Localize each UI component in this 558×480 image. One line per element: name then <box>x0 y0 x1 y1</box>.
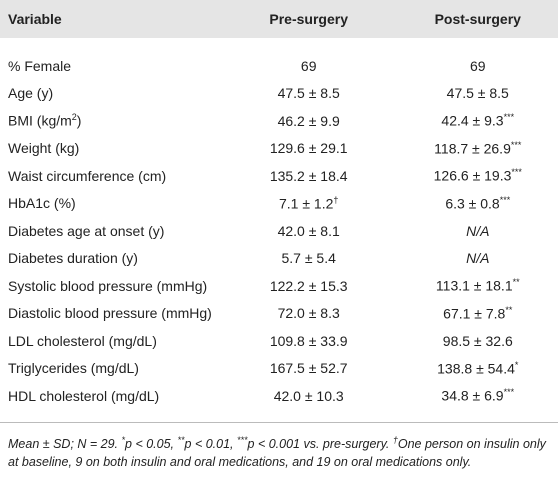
table-cell: N/A <box>398 245 558 273</box>
table-cell: 7.1 ± 1.2† <box>220 190 398 218</box>
table-cell: 129.6 ± 29.1 <box>269 140 348 157</box>
header-row: Variable Pre-surgery Post-surgery <box>0 0 558 38</box>
table-cell: 5.7 ± 5.4 <box>281 250 336 267</box>
footnote-mark: *** <box>237 434 248 445</box>
header-cell: Post-surgery <box>434 11 521 27</box>
header-cell: Variable <box>8 11 62 27</box>
cell-text: BMI (kg/m <box>8 113 72 130</box>
table-cell: 138.8 ± 54.4* <box>398 355 558 383</box>
table-cell: 135.2 ± 18.4 <box>269 167 348 184</box>
table-cell: 42.0 ± 8.1 <box>277 222 340 239</box>
table-row: Diabetes duration (y) 5.7 ± 5.4 N/A <box>0 245 558 273</box>
table-cell: Age (y) <box>8 85 54 102</box>
table-cell: 118.7 ± 26.9*** <box>398 135 558 163</box>
table-cell: BMI (kg/m2) <box>0 107 220 135</box>
table-cell: Diabetes duration (y) <box>8 250 138 267</box>
cell-text: 126.6 ± 19.3 <box>433 168 512 185</box>
cell-text: 113.1 ± 18.1 <box>435 278 513 295</box>
table-cell: 126.6 ± 19.3*** <box>398 162 558 190</box>
table-cell: 67.1 ± 7.8** <box>398 300 558 328</box>
header-cell: Pre-surgery <box>269 11 348 27</box>
cell-text: 7.1 ± 1.2 <box>278 195 334 212</box>
table-cell: % Female <box>8 57 72 74</box>
footnote-text: Mean ± SD; N = 29. <box>8 436 122 451</box>
superscript: *** <box>499 194 511 205</box>
table-cell: 46.2 ± 9.9 <box>277 112 340 129</box>
table-cell: 42.4 ± 9.3*** <box>398 107 558 135</box>
table-row: HDL cholesterol (mg/dL) 42.0 ± 10.3 34.8 ±… <box>0 382 558 420</box>
table-row: Age (y) 47.5 ± 8.5 47.5 ± 8.5 <box>0 80 558 108</box>
table-cell: HbA1c (%) <box>8 195 76 212</box>
table-cell: N/A <box>398 217 558 245</box>
table-header: Variable Pre-surgery Post-surgery <box>0 0 558 38</box>
table-cell: 69 <box>300 57 317 74</box>
table-cell: 6.3 ± 0.8*** <box>398 190 558 218</box>
table-row: Diabetes age at onset (y) 42.0 ± 8.1 N/A <box>0 217 558 245</box>
cell-text: 67.1 ± 7.8 <box>443 305 506 322</box>
table-row: Diastolic blood pressure (mmHg) 72.0 ± 8.… <box>0 300 558 328</box>
table-cell: Weight (kg) <box>8 140 80 157</box>
table-cell: Waist circumference (cm) <box>8 167 167 184</box>
table-row: HbA1c (%) 7.1 ± 1.2† 6.3 ± 0.8*** <box>0 190 558 218</box>
footnote-text: One person on insulin only at baseline, … <box>8 436 546 469</box>
superscript: *** <box>510 139 522 150</box>
cell-text: 6.3 ± 0.8 <box>445 195 500 212</box>
table-row: Triglycerides (mg/dL) 167.5 ± 52.7 138.8 ±… <box>0 355 558 383</box>
table-cell: Systolic blood pressure (mmHg) <box>8 277 208 294</box>
table-row: Waist circumference (cm) 135.2 ± 18.4 126.… <box>0 162 558 190</box>
cell-text: N/A <box>466 250 490 267</box>
table-row: % Female 69 69 <box>0 38 558 80</box>
table-cell: 167.5 ± 52.7 <box>269 360 348 377</box>
cell-text: 34.8 ± 6.9 <box>441 388 504 405</box>
table-body: % Female 69 69 Age (y) 47.5 ± 8.5 47.5 ± 8.5 B… <box>0 38 558 420</box>
table-cell: LDL cholesterol (mg/dL) <box>8 332 157 349</box>
table-row: Systolic blood pressure (mmHg) 122.2 ± 15… <box>0 272 558 300</box>
table-cell: 69 <box>469 57 486 74</box>
footnote: Mean ± SD; N = 29. *p < 0.05, **p < 0.01… <box>0 423 558 471</box>
table-row: BMI (kg/m2) 46.2 ± 9.9 42.4 ± 9.3*** <box>0 107 558 135</box>
footnote-mark: ** <box>177 434 185 445</box>
table-cell: 34.8 ± 6.9*** <box>398 382 558 420</box>
table-cell: 113.1 ± 18.1** <box>398 272 558 300</box>
table-cell: Diastolic blood pressure (mmHg) <box>8 305 212 322</box>
superscript: *** <box>511 167 522 178</box>
table-row: Weight (kg) 129.6 ± 29.1 118.7 ± 26.9*** <box>0 135 558 163</box>
table-cell: 47.5 ± 8.5 <box>446 85 509 102</box>
bottom-rule <box>0 421 558 423</box>
superscript: ** <box>512 277 520 288</box>
footnote-mark: * <box>121 434 126 445</box>
superscript: *** <box>503 112 515 123</box>
superscript: *** <box>503 387 515 398</box>
superscript: * <box>514 359 519 370</box>
cell-text: ) <box>76 113 82 130</box>
superscript: † <box>333 194 339 205</box>
table-cell: HDL cholesterol (mg/dL) <box>8 387 160 404</box>
table-cell: 47.5 ± 8.5 <box>277 85 340 102</box>
data-table: Variable Pre-surgery Post-surgery % Fema… <box>0 0 558 420</box>
table-cell: 98.5 ± 32.6 <box>442 332 513 349</box>
cell-text: N/A <box>466 222 490 239</box>
table-cell: 109.8 ± 33.9 <box>269 332 348 349</box>
table-cell: 122.2 ± 15.3 <box>269 277 348 294</box>
table-cell: Diabetes age at onset (y) <box>8 222 165 239</box>
footnote-mark: † <box>392 434 398 445</box>
cell-text: 42.4 ± 9.3 <box>441 113 504 130</box>
footnote-text: p < 0.01, <box>184 436 238 451</box>
cell-text: 138.8 ± 54.4 <box>437 360 515 377</box>
table-row: LDL cholesterol (mg/dL) 109.8 ± 33.9 98.5 … <box>0 327 558 355</box>
superscript: 2 <box>71 112 77 123</box>
footnote-text: p < 0.001 vs. pre-surgery. <box>247 436 393 451</box>
table-cell: Triglycerides (mg/dL) <box>8 360 139 377</box>
footnote-text: p < 0.05, <box>125 436 178 451</box>
table-cell: 42.0 ± 10.3 <box>273 387 344 404</box>
cell-text: 118.7 ± 26.9 <box>434 140 511 157</box>
table-cell: 72.0 ± 8.3 <box>277 305 340 322</box>
superscript: ** <box>505 304 513 315</box>
